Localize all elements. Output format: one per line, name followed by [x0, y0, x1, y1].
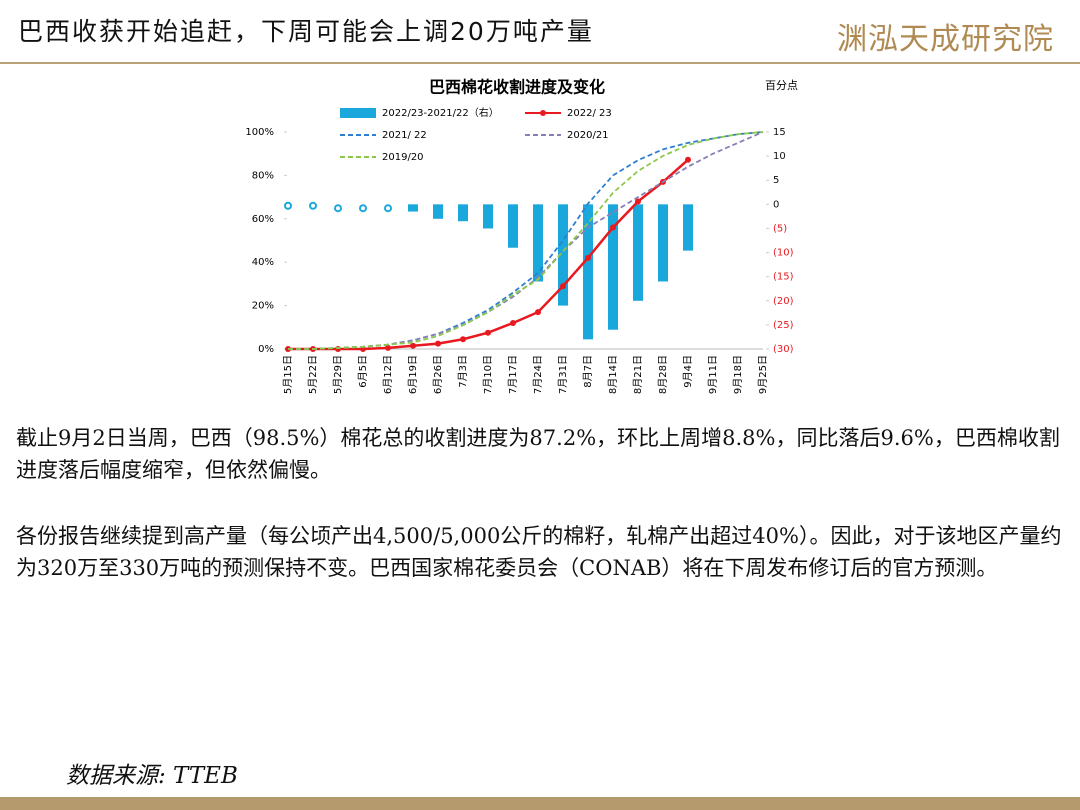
line [288, 158, 689, 351]
y2-tick-label: 15 [773, 127, 786, 138]
bar [508, 204, 518, 248]
x-tick-label: 6月26日 [432, 355, 444, 394]
legend-marker [540, 110, 546, 116]
chart-title: 巴西棉花收割进度及变化 [429, 78, 605, 97]
x-tick-label: 9月25日 [757, 355, 769, 394]
x-tick-label: 6月5日 [357, 355, 369, 388]
bar [683, 204, 693, 251]
paragraph: 截止9月2日当周，巴西（98.5%）棉花总的收割进度为87.2%，环比上周增8.… [16, 426, 1060, 482]
y2-tick-label: (30) [773, 344, 794, 355]
bar [458, 204, 468, 222]
line-marker [485, 329, 491, 336]
bar-marker [359, 204, 367, 213]
line-marker [435, 340, 441, 347]
legend-label: 2022/23-2021/22（右） [382, 106, 499, 119]
source: 数据来源: TTEB [66, 763, 238, 789]
footer-bar [0, 797, 1080, 810]
bar [633, 204, 643, 301]
y-tick-label: 20% [252, 301, 274, 312]
bar-marker [384, 204, 392, 213]
x-tick-label: 7月31日 [557, 355, 569, 394]
y2-tick-label: 10 [773, 151, 786, 162]
line-marker [610, 224, 616, 231]
bar [583, 204, 593, 340]
y-tick-label: 60% [252, 214, 274, 225]
x-tick-label: 5月22日 [307, 355, 319, 394]
y2-tick-label: (20) [773, 296, 794, 307]
line-marker [335, 346, 341, 352]
x-tick-label: 5月29日 [332, 355, 344, 394]
line-marker [385, 344, 391, 351]
y-tick-label: 100% [245, 127, 274, 138]
logo: 渊泓天成研究院 [837, 22, 1054, 57]
bar [408, 204, 418, 212]
legend-label: 2022/ 23 [567, 108, 612, 119]
bar [533, 204, 543, 282]
header-rule [0, 62, 1080, 64]
line-marker [635, 198, 641, 205]
y2-tick-label: (25) [773, 320, 794, 331]
legend-label: 2019/20 [382, 152, 424, 163]
line-marker [410, 342, 416, 349]
bar-marker [284, 201, 292, 210]
x-tick-label: 7月24日 [532, 355, 544, 394]
bar-marker [334, 204, 342, 213]
y-tick-label: 40% [252, 257, 274, 268]
paragraph: 各份报告继续提到高产量（每公顷产出4,500/5,000公斤的棉籽，轧棉产出超过… [16, 524, 1062, 580]
x-tick-label: 9月4日 [682, 355, 694, 388]
legend-label: 2021/ 22 [382, 130, 427, 141]
legend-label: 2020/21 [567, 130, 609, 141]
bar [558, 204, 568, 306]
x-tick-label: 7月17日 [507, 355, 519, 394]
y-tick-label: 0% [258, 344, 274, 355]
y2-tick-label: (15) [773, 272, 794, 283]
chart: 巴西棉花收割进度及变化 百分点 0% 20% 40% 60% 80% 100% 15 10 5 0… [245, 78, 798, 395]
bar-marker [309, 201, 317, 210]
line-marker [460, 336, 466, 343]
x-tick-label: 8月28日 [657, 355, 669, 394]
line [288, 131, 764, 350]
y2-tick-label: (10) [773, 248, 794, 259]
x-tick-label: 8月21日 [632, 355, 644, 394]
line-marker [585, 254, 591, 261]
legend-swatch [340, 108, 376, 118]
x-tick-label: 6月12日 [382, 355, 394, 394]
x-tick-label: 9月11日 [707, 355, 719, 394]
line-marker [535, 309, 541, 316]
line-marker [510, 319, 516, 326]
y2-tick-label: 0 [773, 199, 779, 210]
y2-axis-label: 百分点 [765, 79, 798, 92]
line-marker [685, 156, 691, 163]
bar [433, 204, 443, 219]
x-tick-label: 6月19日 [407, 355, 419, 394]
y2-tick-label: (5) [773, 223, 787, 234]
bar [483, 204, 493, 229]
x-tick-label: 9月18日 [732, 355, 744, 394]
y2-tick-label: 5 [773, 175, 779, 186]
y-tick-label: 80% [252, 170, 274, 181]
line-marker [560, 283, 566, 290]
x-tick-label: 5月15日 [282, 355, 294, 394]
x-tick-label: 8月7日 [582, 355, 594, 388]
slide-title: 巴西收获开始追赶，下周可能会上调20万吨产量 [18, 17, 594, 46]
bar [608, 204, 618, 330]
bar [658, 204, 668, 282]
x-tick-label: 8月14日 [607, 355, 619, 394]
x-tick-label: 7月3日 [457, 355, 469, 388]
x-tick-label: 7月10日 [482, 355, 494, 394]
